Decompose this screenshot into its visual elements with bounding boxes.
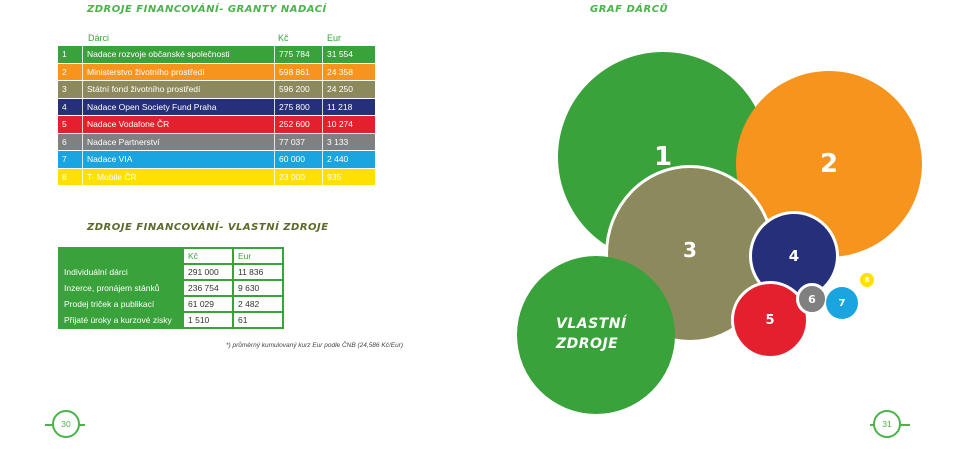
bubble-1-label: 1 [653, 142, 673, 172]
own-source-row: Prodej triček a publikací 61 029 2 482 [58, 295, 284, 313]
own-source-row: Individuální dárci 291 000 11 836 [58, 263, 284, 281]
donor-cell-eur: 2 440 [322, 151, 375, 168]
bubble-7-label: 7 [838, 297, 846, 309]
donor-cell-kc: 598 861 [274, 63, 322, 80]
donor-cell-n: 4 [62, 101, 67, 112]
own-source-cell-eur: 2 482 [232, 295, 284, 313]
donor-row: 8 T- Mobile ČR 23 000 935 [58, 168, 375, 185]
donor-row: 4 Nadace Open Society Fund Praha 275 800 11… [58, 98, 375, 115]
bubble-2-label: 2 [819, 149, 839, 179]
own-source-cell-kc: 61 029 [182, 295, 234, 313]
bubble-4-label: 4 [788, 247, 800, 265]
own-source-cell-kc: 291 000 [182, 263, 234, 281]
donor-cell-kc: 23 000 [274, 168, 322, 185]
own-sources-header: Kč Eur [58, 247, 284, 265]
bubble-5: 5 [731, 281, 809, 359]
section-title-grants: ZDROJE FINANCOVÁNÍ- GRANTY NADACÍ [87, 4, 327, 15]
donor-cell-eur: 3 133 [322, 133, 375, 150]
donors-table: Dárci Kč Eur 1 Nadace rozvoje občanské sp… [58, 30, 375, 186]
donor-cell-eur: 10 274 [322, 116, 375, 133]
bubble-6-label: 6 [808, 292, 816, 306]
donor-cell-n: 1 [62, 49, 67, 60]
donor-row: 7 Nadace VIA 60 000 2 440 [58, 151, 375, 168]
donor-cell-n: 8 [62, 171, 67, 182]
donor-cell-n: 7 [62, 154, 67, 165]
donor-cell-eur: 24 250 [322, 81, 375, 98]
donor-cell-eur: 11 218 [322, 98, 375, 115]
own-source-row: Přijaté úroky a kurzové zisky 1 510 61 [58, 311, 284, 329]
donor-cell-n: 5 [62, 119, 67, 130]
bubble-7: 7 [826, 287, 858, 319]
donor-cell-n: 6 [62, 136, 67, 147]
exchange-rate-note: *) průměrný kumulovaný kurz Eur podle ČN… [226, 342, 404, 349]
bubble-5-label: 5 [765, 312, 775, 328]
own-source-cell-eur: 11 836 [232, 263, 284, 281]
page-number-right: 31 [873, 410, 901, 438]
own-source-cell-label: Přijaté úroky a kurzové zisky [58, 311, 184, 329]
donor-cell-n: 2 [62, 66, 67, 77]
header-eur: Eur [232, 247, 284, 265]
bubble-own-sources-label: VLASTNÍ ZDROJE [556, 316, 627, 352]
own-source-cell-kc: 236 754 [182, 279, 234, 297]
donors-table-header: Dárci Kč Eur [58, 30, 375, 46]
donor-cell-name: Nadace VIA [82, 151, 274, 168]
donor-cell-name: Nadace Vodafone ČR [82, 116, 274, 133]
donor-row: 5 Nadace Vodafone ČR 252 600 10 274 [58, 116, 375, 133]
donor-cell-name: T- Mobile ČR [82, 168, 274, 185]
donor-cell-kc: 60 000 [274, 151, 322, 168]
header-donors: Dárci [88, 33, 110, 43]
own-source-cell-kc: 1 510 [182, 311, 234, 329]
bubble-own-sources: VLASTNÍ ZDROJE [517, 256, 675, 414]
bubble-6: 6 [796, 283, 828, 315]
donor-cell-name: Nadace rozvoje občanské společnosti [82, 46, 274, 63]
section-title-donor-graph: GRAF DÁRCŮ [590, 4, 669, 15]
own-source-cell-eur: 61 [232, 311, 284, 329]
own-source-cell-eur: 9 630 [232, 279, 284, 297]
header-czk: Kč [182, 247, 234, 265]
header-czk: Kč [278, 33, 289, 43]
own-source-cell-label: Prodej triček a publikací [58, 295, 184, 313]
donor-row: 3 Státní fond životního prostředí 596 200 2… [58, 81, 375, 98]
donor-cell-kc: 252 600 [274, 116, 322, 133]
donor-row: 2 Ministerstvo životního prostředí 598 861… [58, 63, 375, 80]
donor-cell-kc: 77 037 [274, 133, 322, 150]
donor-cell-eur: 935 [322, 168, 375, 185]
donor-cell-n: 3 [62, 84, 67, 95]
donor-row: 6 Nadace Partnerství 77 037 3 133 [58, 133, 375, 150]
bubble-8-label: 8 [864, 276, 870, 284]
own-source-row: Inzerce, pronájem stánků 236 754 9 630 [58, 279, 284, 297]
donor-cell-eur: 31 554 [322, 46, 375, 63]
own-source-cell-label: Inzerce, pronájem stánků [58, 279, 184, 297]
section-title-own-sources: ZDROJE FINANCOVÁNÍ- VLASTNÍ ZDROJE [87, 222, 329, 233]
header-eur: Eur [327, 33, 342, 43]
page-number-left: 30 [52, 410, 80, 438]
donor-cell-name: Nadace Open Society Fund Praha [82, 98, 274, 115]
donor-cell-name: Nadace Partnerství [82, 133, 274, 150]
bubble-8: 8 [860, 273, 874, 287]
donor-cell-kc: 275 800 [274, 98, 322, 115]
donor-row: 1 Nadace rozvoje občanské společnosti 775 … [58, 46, 375, 63]
donor-cell-name: Ministerstvo životního prostředí [82, 63, 274, 80]
donor-cell-eur: 24 358 [322, 63, 375, 80]
donor-cell-name: Státní fond životního prostředí [82, 81, 274, 98]
donor-cell-kc: 596 200 [274, 81, 322, 98]
own-source-cell-label: Individuální dárci [58, 263, 184, 281]
bubble-3-label: 3 [683, 238, 697, 262]
own-sources-table: Kč Eur Individuální dárci 291 000 11 836 In… [58, 247, 284, 329]
donor-cell-kc: 775 784 [274, 46, 322, 63]
